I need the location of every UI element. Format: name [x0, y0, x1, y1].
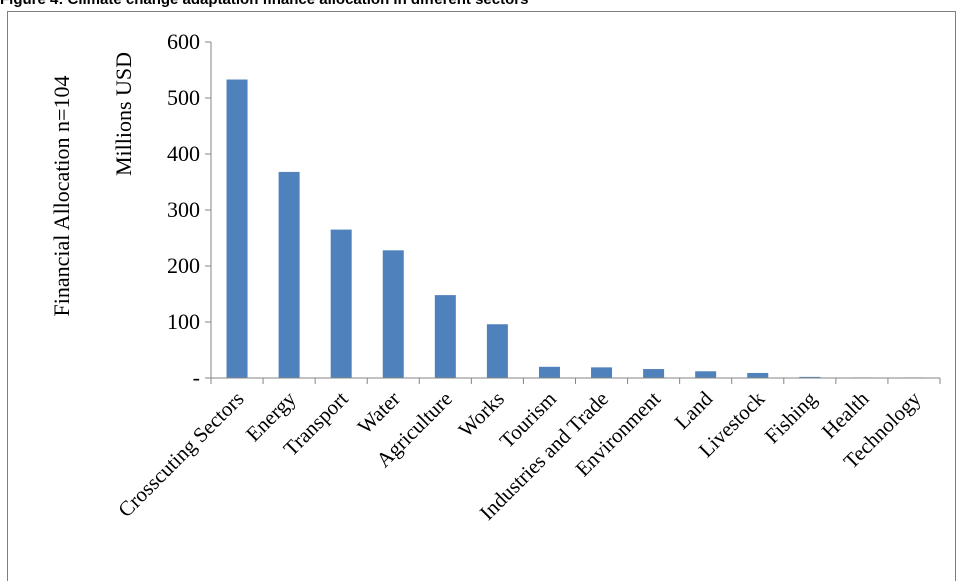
x-category-label: Land	[670, 386, 718, 434]
y-tick-label: 200	[167, 253, 200, 278]
x-category-label: Crosscuting Sectors	[113, 387, 248, 522]
bar	[538, 366, 560, 378]
y-axis-title-line1: Financial Allocation n=104	[49, 76, 74, 317]
bar	[382, 250, 404, 378]
bar	[486, 324, 508, 378]
y-axis: - 100 200 300 400 500 600	[167, 29, 212, 390]
y-tick-label: 300	[167, 197, 200, 222]
y-tick-label: 500	[167, 85, 200, 110]
bar	[278, 171, 300, 378]
x-category-label: Fishing	[760, 386, 822, 448]
bar	[434, 295, 456, 378]
bar	[695, 371, 717, 378]
bar	[226, 79, 248, 379]
y-axis-title-line2: Millions USD	[111, 52, 136, 176]
y-tick-label: -	[193, 365, 200, 390]
y-axis-title: Financial Allocation n=104 Millions USD	[49, 52, 136, 317]
bar	[747, 372, 769, 378]
y-tick-label: 100	[167, 309, 200, 334]
x-axis	[210, 377, 941, 384]
bar	[330, 229, 352, 378]
chart-frame	[7, 11, 956, 581]
bar	[643, 369, 665, 378]
y-tick-label: 600	[167, 29, 200, 54]
bar	[591, 367, 613, 378]
bars	[226, 79, 925, 379]
figure-title: Figure 4: Climate change adaptation fina…	[0, 0, 957, 11]
y-tick-label: 400	[167, 141, 200, 166]
bar	[799, 376, 821, 378]
